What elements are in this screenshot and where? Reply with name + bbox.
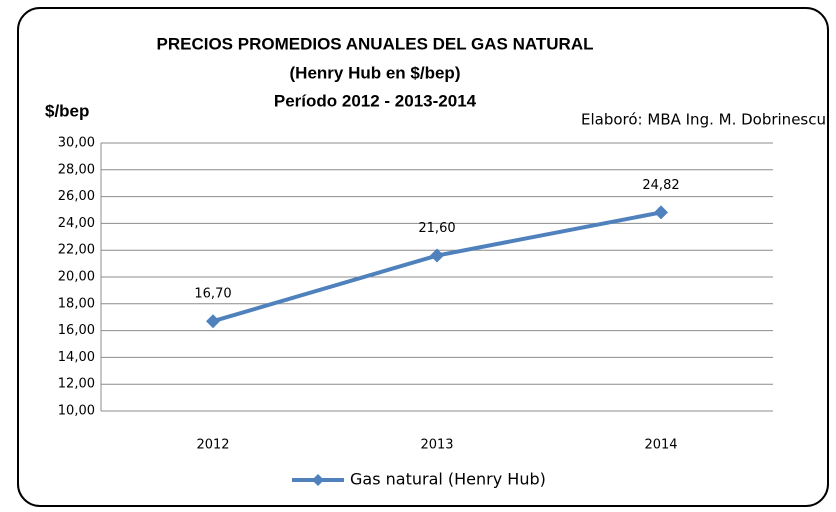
- chart-title: Período 2012 - 2013-2014: [274, 91, 477, 110]
- legend-marker: [312, 474, 324, 486]
- data-label: 16,70: [194, 287, 231, 302]
- data-point: [654, 205, 668, 220]
- x-tick-label: 2014: [644, 438, 677, 453]
- x-tick-label: 2013: [420, 438, 453, 453]
- y-tick-label: 20,00: [58, 270, 95, 285]
- y-tick-label: 22,00: [58, 243, 95, 258]
- y-tick-label: 14,00: [58, 350, 95, 365]
- y-tick-label: 16,00: [58, 323, 95, 338]
- y-tick-label: 10,00: [58, 404, 95, 419]
- annotation: Elaboró: MBA Ing. M. Dobrinescu: [581, 111, 826, 129]
- y-tick-label: 12,00: [58, 377, 95, 392]
- chart-title: (Henry Hub en $/bep): [290, 63, 461, 82]
- y-tick-label: 30,00: [58, 136, 95, 151]
- legend-label: Gas natural (Henry Hub): [350, 470, 546, 489]
- y-tick-label: 18,00: [58, 296, 95, 311]
- y-tick-label: 24,00: [58, 216, 95, 231]
- y-axis-label: $/bep: [45, 101, 89, 120]
- y-tick-label: 26,00: [58, 189, 95, 204]
- data-label: 24,82: [642, 178, 679, 193]
- chart-title: PRECIOS PROMEDIOS ANUALES DEL GAS NATURA…: [157, 34, 594, 53]
- chart-frame: [17, 7, 829, 507]
- y-tick-label: 28,00: [58, 162, 95, 177]
- x-tick-label: 2012: [196, 438, 229, 453]
- data-point: [430, 248, 444, 263]
- data-label: 21,60: [418, 221, 455, 236]
- data-point: [206, 314, 220, 329]
